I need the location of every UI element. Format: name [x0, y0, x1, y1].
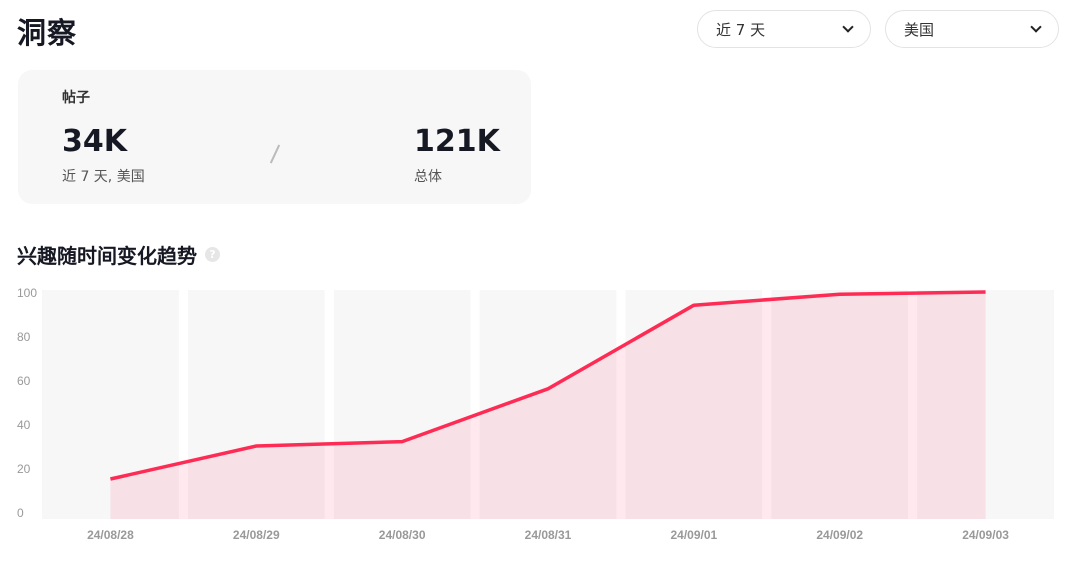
- time-range-select[interactable]: 近 7 天: [697, 10, 871, 48]
- column-band: [333, 290, 471, 519]
- column-gap: [762, 290, 772, 519]
- column-band: [625, 290, 763, 519]
- x-tick-label: 24/08/29: [233, 528, 280, 542]
- region-value: 美国: [904, 20, 935, 39]
- card-label: 帖子: [62, 90, 90, 106]
- recent-posts-value: 34K: [62, 124, 127, 159]
- column-gap: [324, 290, 334, 519]
- x-tick-label: 24/08/30: [379, 528, 426, 542]
- x-tick-label: 24/09/03: [962, 528, 1009, 542]
- y-tick-label: 20: [17, 462, 31, 476]
- y-tick-label: 40: [17, 418, 31, 432]
- column-band: [187, 290, 325, 519]
- x-tick-label: 24/09/01: [670, 528, 717, 542]
- column-gap: [178, 290, 188, 519]
- total-posts-value: 121K: [414, 124, 500, 159]
- section-title: 兴趣随时间变化趋势 ?: [17, 240, 220, 269]
- posts-card: 帖子 34K 近 7 天, 美国 121K 总体: [18, 70, 531, 204]
- page-title: 洞察: [17, 16, 78, 50]
- y-tick-label: 0: [17, 506, 24, 520]
- section-title-text: 兴趣随时间变化趋势: [17, 244, 197, 268]
- x-tick-label: 24/08/31: [525, 528, 572, 542]
- column-gap: [616, 290, 626, 519]
- y-tick-label: 80: [17, 330, 31, 344]
- recent-posts-caption: 近 7 天, 美国: [62, 169, 145, 185]
- area-fill: [110, 292, 986, 519]
- column-band: [917, 290, 1054, 519]
- region-select[interactable]: 美国: [885, 10, 1059, 48]
- y-tick-label: 100: [17, 286, 37, 300]
- x-tick-label: 24/09/02: [816, 528, 863, 542]
- column-band: [771, 290, 909, 519]
- question-circle-icon[interactable]: ?: [205, 247, 220, 262]
- x-tick-label: 24/08/28: [87, 528, 134, 542]
- total-posts-caption: 总体: [414, 169, 442, 185]
- time-range-value: 近 7 天: [716, 20, 766, 39]
- column-gap: [470, 290, 480, 519]
- y-tick-label: 60: [17, 374, 31, 388]
- column-gap: [908, 290, 918, 519]
- column-band: [42, 290, 179, 519]
